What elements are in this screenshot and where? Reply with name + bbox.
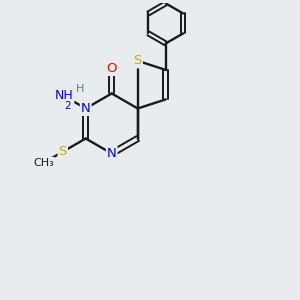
Text: N: N (81, 102, 91, 115)
Text: H: H (76, 84, 84, 94)
Text: N: N (107, 147, 117, 160)
Text: S: S (134, 54, 142, 67)
Text: O: O (106, 62, 117, 75)
Text: NH: NH (55, 89, 74, 103)
Text: 2: 2 (64, 101, 71, 111)
Text: CH₃: CH₃ (33, 158, 54, 168)
Text: S: S (58, 145, 67, 158)
